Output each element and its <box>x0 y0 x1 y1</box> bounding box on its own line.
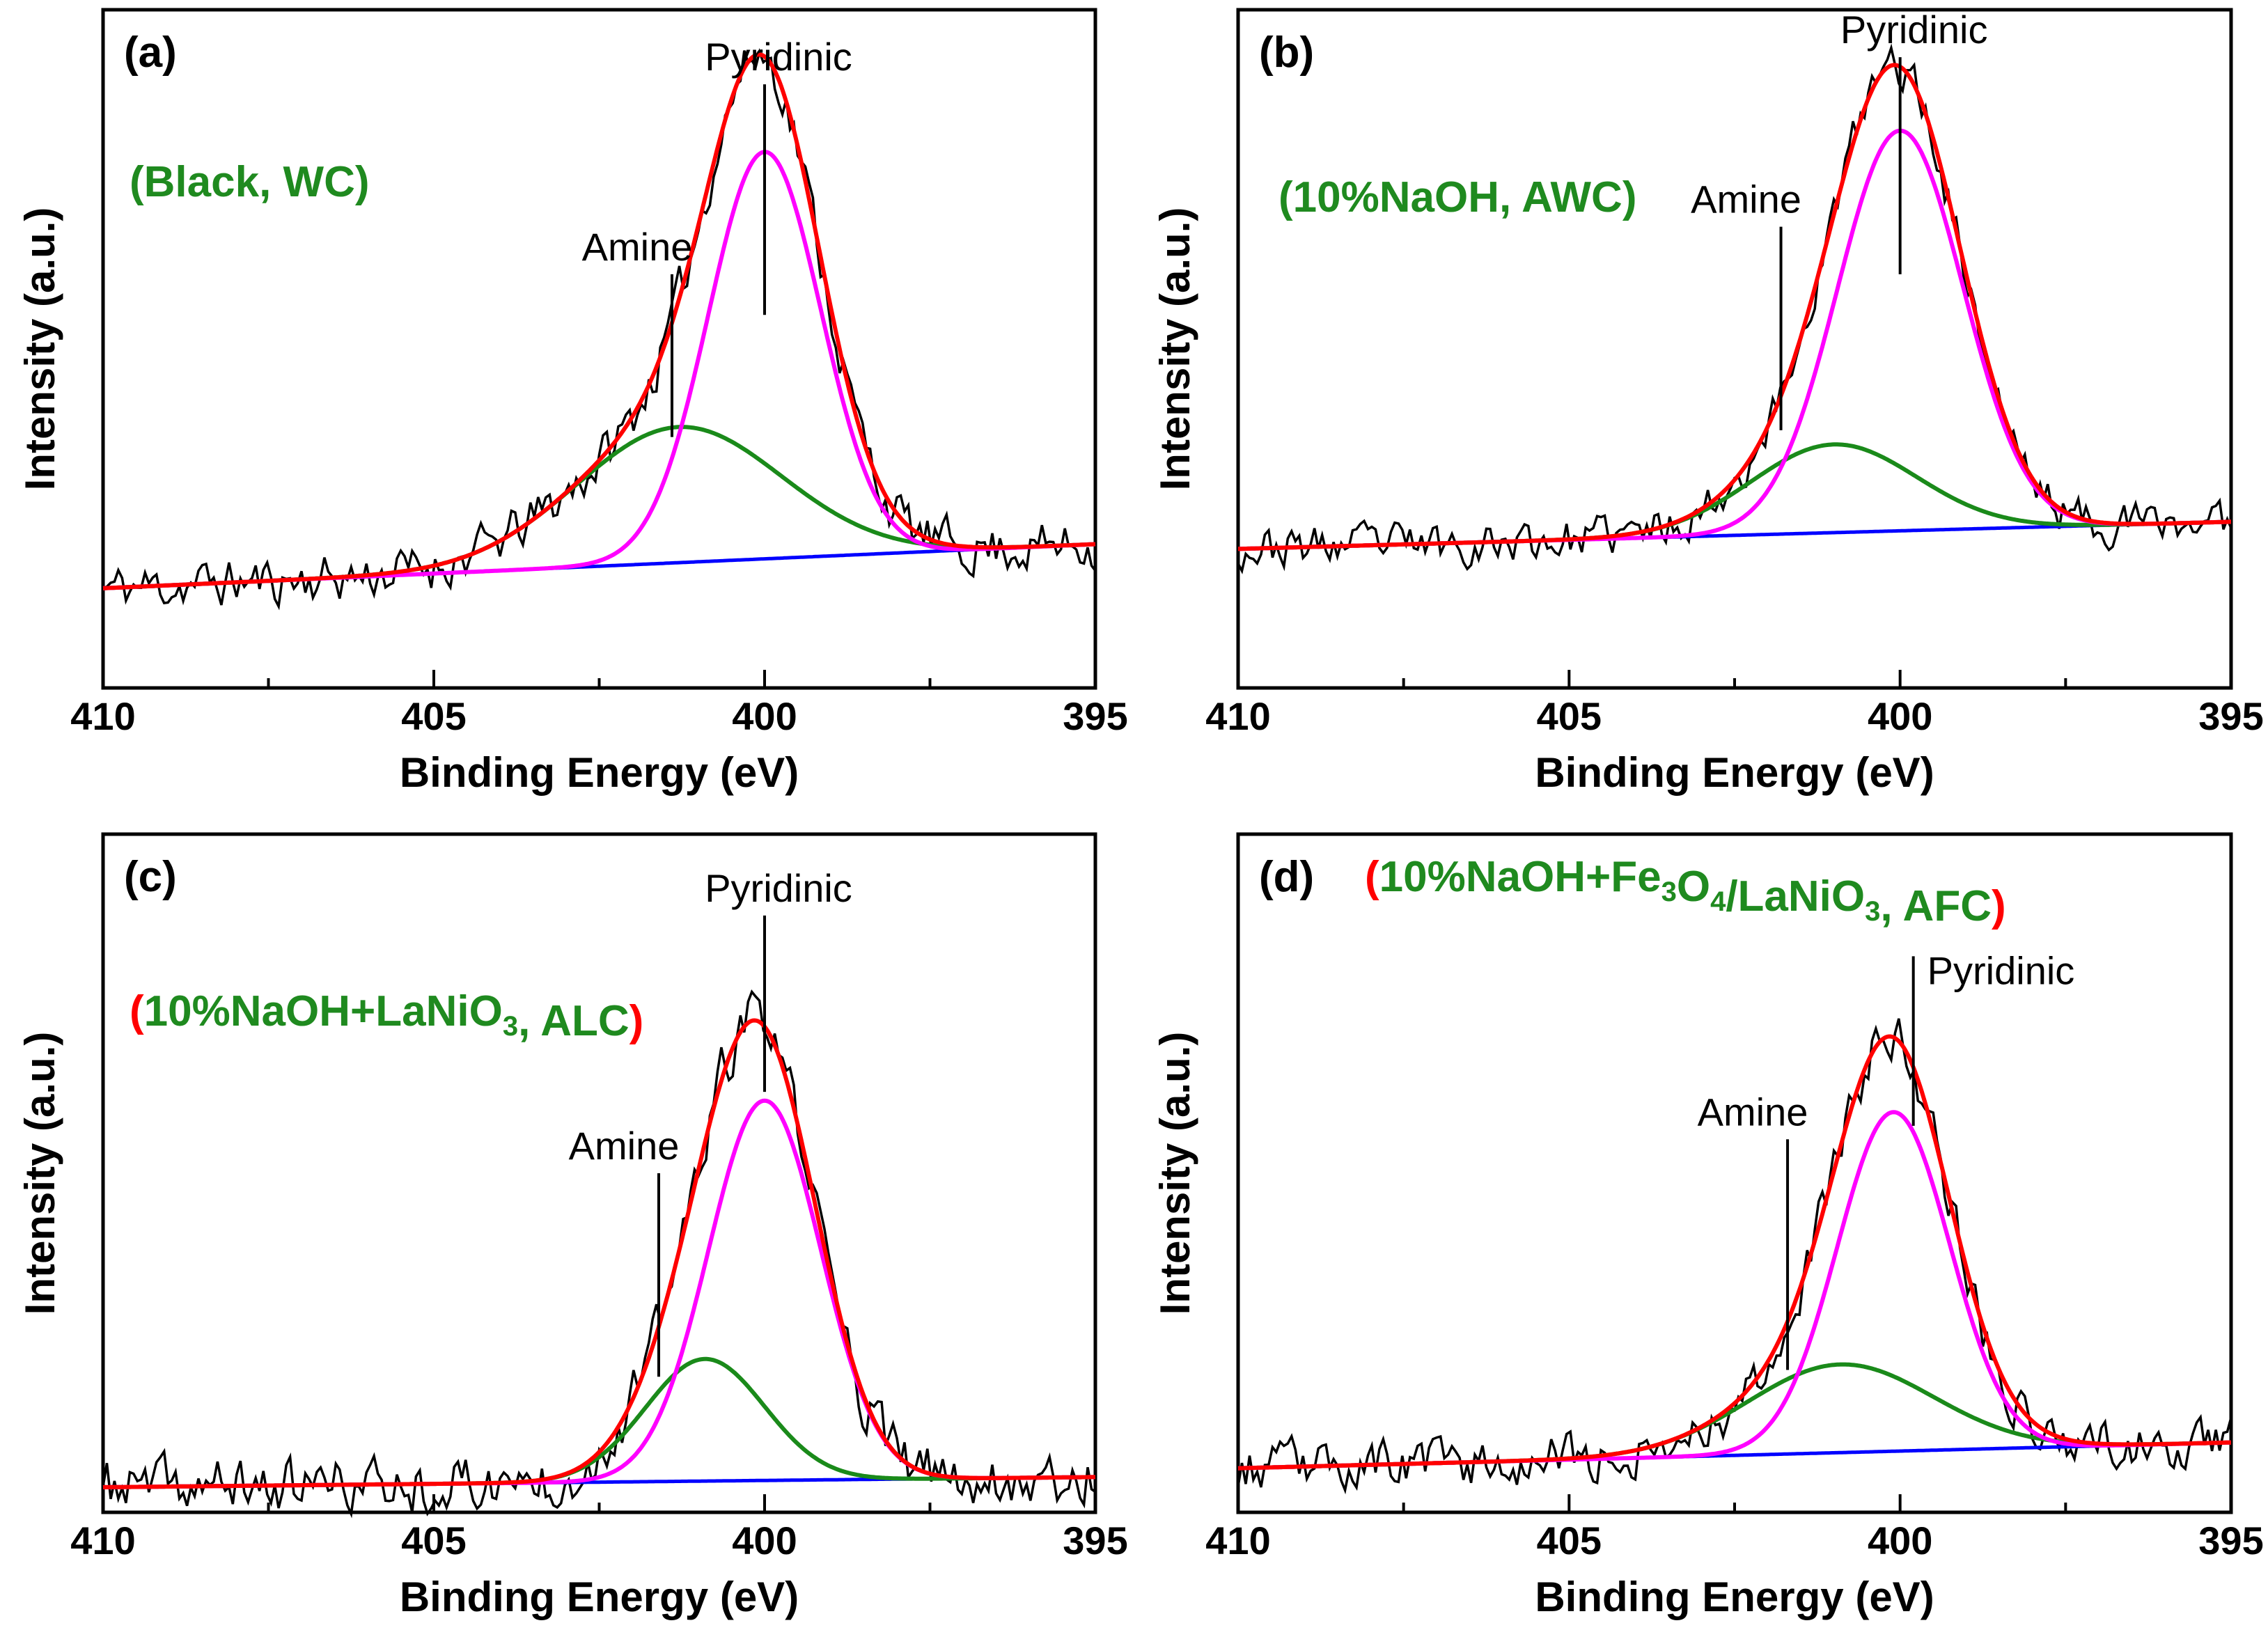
series-amine-fit <box>102 1356 1095 1489</box>
x-tick-label: 400 <box>732 1519 797 1562</box>
x-axis-title: Binding Energy (eV) <box>1535 749 1934 796</box>
sample-label: (10%NaOH, AWC) <box>1278 173 1636 221</box>
panel-c: 410 405 400 395 Binding Energy (eV) Intensity… <box>17 832 1128 1620</box>
x-tick-label: 395 <box>2198 1519 2263 1562</box>
x-tick-label: 400 <box>1868 1519 1932 1562</box>
peak-label-amine: Amine <box>569 1124 680 1168</box>
series-raw-data <box>102 47 1097 611</box>
x-tick-label: 410 <box>1205 694 1270 738</box>
peak-label-pyridinic: Pyridinic <box>1840 8 1988 52</box>
sample-label: (10%NaOH+Fe3O4/LaNiO3, AFC) <box>1365 853 2006 930</box>
series-pyridinic-fit <box>102 150 1096 590</box>
panel-letter: (d) <box>1259 853 1314 901</box>
peak-label-pyridinic: Pyridinic <box>1927 948 2075 992</box>
peak-label-pyridinic: Pyridinic <box>705 866 852 910</box>
x-tick-label: 405 <box>1537 1519 1602 1562</box>
x-tick-label: 405 <box>1537 694 1602 738</box>
peak-label-amine: Amine <box>1698 1090 1808 1134</box>
x-tick-label: 405 <box>401 694 466 738</box>
panel-letter: (b) <box>1259 29 1314 77</box>
y-axis-title: Intensity (a.u.) <box>17 207 63 491</box>
x-tick-label: 410 <box>70 1519 135 1562</box>
x-tick-label: 410 <box>70 694 135 738</box>
sample-label: (Black, WC) <box>130 158 370 206</box>
panel-letter: (c) <box>124 853 177 901</box>
y-axis-title: Intensity (a.u.) <box>17 1032 63 1315</box>
plot-frame <box>101 8 1097 690</box>
peak-label-amine: Amine <box>582 225 693 269</box>
x-tick-label: 395 <box>1063 1519 1127 1562</box>
x-axis-title: Binding Energy (eV) <box>1535 1574 1934 1620</box>
x-tick-label: 395 <box>1063 694 1127 738</box>
series-raw-data <box>102 989 1096 1519</box>
series-envelope-fit <box>1238 63 2231 551</box>
plot-frame <box>1236 8 2233 690</box>
series-amine-fit <box>1238 442 2231 551</box>
x-tick-label: 400 <box>1868 694 1932 738</box>
x-tick-label: 410 <box>1205 1519 1270 1562</box>
series-envelope-fit <box>1237 1034 2231 1471</box>
plot-frame <box>101 832 1097 1514</box>
x-tick-label: 405 <box>401 1519 466 1562</box>
series-envelope-fit <box>102 1018 1095 1489</box>
series-envelope-fit <box>102 52 1096 590</box>
peak-label-amine: Amine <box>1691 178 1801 221</box>
peak-label-pyridinic: Pyridinic <box>705 35 852 79</box>
y-axis-title: Intensity (a.u.) <box>1152 207 1198 491</box>
panel-a: 410 405 400 395 Binding Energy (eV) Intensity… <box>17 8 1128 796</box>
x-tick-label: 395 <box>2198 694 2263 738</box>
x-axis-title: Binding Energy (eV) <box>400 749 799 796</box>
panel-d: 410 405 400 395 Binding Energy (eV) Intensity… <box>1152 832 2264 1620</box>
panel-letter: (a) <box>124 29 177 77</box>
sample-label: (10%NaOH+LaNiO3, ALC) <box>130 987 643 1045</box>
x-axis-title: Binding Energy (eV) <box>400 1574 799 1620</box>
series-pyridinic-fit <box>1237 1110 2231 1471</box>
y-axis-title: Intensity (a.u.) <box>1152 1032 1198 1315</box>
panel-b: 410 405 400 395 Binding Energy (eV) Intensity… <box>1152 8 2264 796</box>
x-tick-label: 400 <box>732 694 797 738</box>
